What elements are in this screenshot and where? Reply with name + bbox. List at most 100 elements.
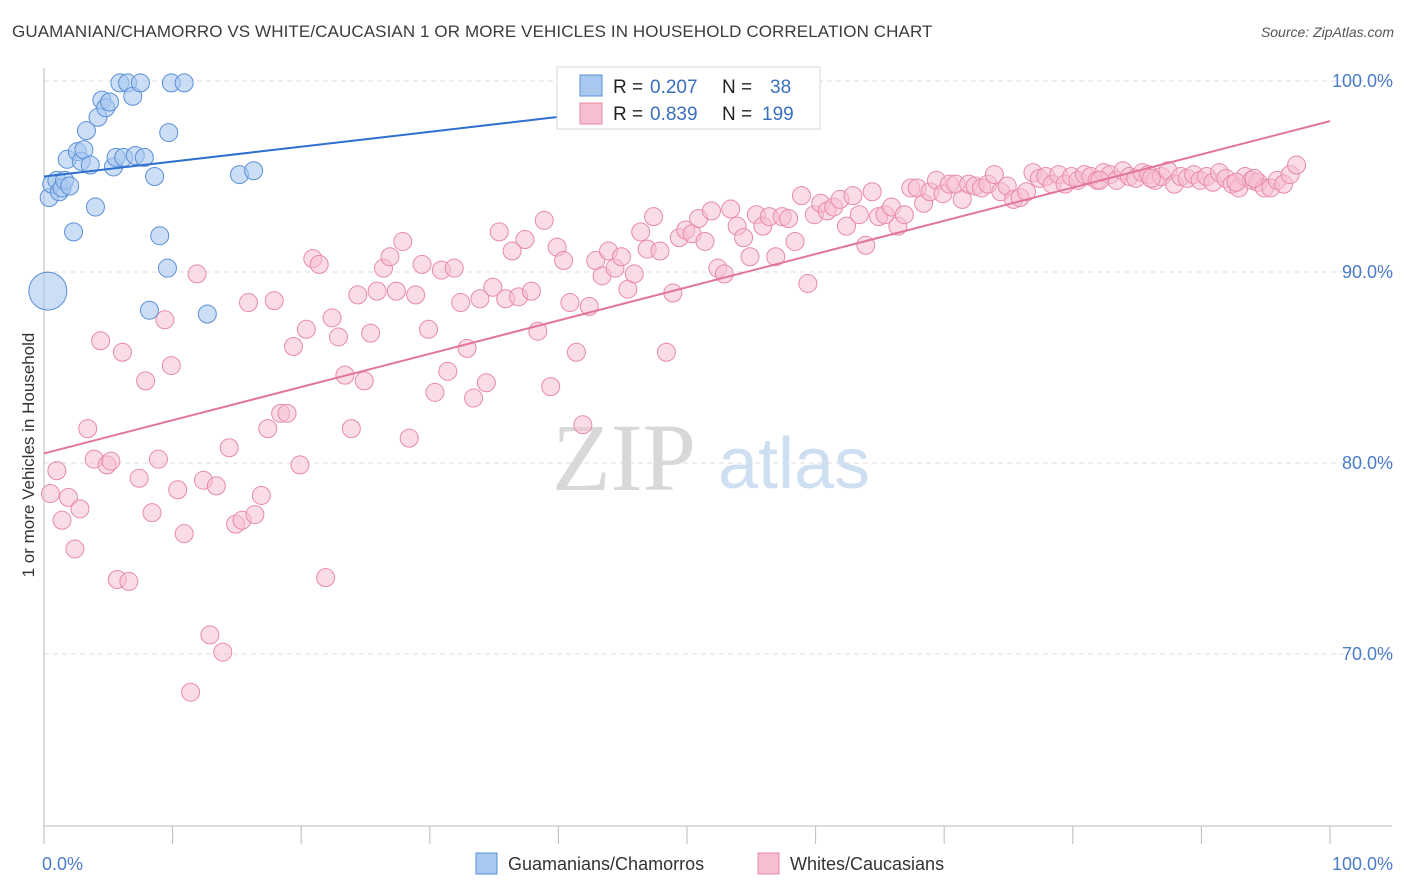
stats-r-value-1: 0.207 — [650, 77, 698, 98]
data-point-whites — [277, 403, 297, 423]
watermark-zip: ZIP — [552, 404, 696, 511]
data-point-whites — [206, 476, 226, 496]
x-tick-label: 0.0% — [42, 854, 83, 874]
data-point-whites — [624, 264, 644, 284]
stats-box: R = 0.207 N = 38 R = 0.839 N = 199 — [556, 66, 821, 130]
data-point-whites — [386, 281, 406, 301]
data-point-whites — [129, 468, 149, 488]
watermark: ZIP atlas — [552, 404, 870, 511]
data-point-whites — [701, 201, 721, 221]
data-point-whites — [283, 336, 303, 356]
data-point-whites — [740, 247, 760, 267]
series-guamanians-chamorros — [28, 73, 264, 324]
data-point-whites — [476, 373, 496, 393]
data-point-whites — [650, 241, 670, 261]
y-tick-label: 100.0% — [1332, 71, 1393, 91]
data-point-whites — [322, 308, 342, 328]
data-point-whites — [361, 323, 381, 343]
data-point-whites — [187, 264, 207, 284]
data-point-whites — [502, 241, 522, 261]
y-axis-label: 1 or more Vehicles in Household — [19, 333, 38, 578]
data-point-whites — [52, 510, 72, 530]
data-point-whites — [264, 291, 284, 311]
data-point-whites — [78, 419, 98, 439]
data-point-whites — [464, 388, 484, 408]
data-point-whites — [136, 371, 156, 391]
data-point-whites — [328, 327, 348, 347]
data-point-whites — [296, 319, 316, 339]
data-point-guamanians — [139, 300, 159, 320]
data-point-whites — [309, 254, 329, 274]
data-point-guamanians — [134, 147, 154, 167]
data-point-whites — [849, 205, 869, 225]
data-point-whites — [112, 342, 132, 362]
watermark-atlas: atlas — [718, 424, 870, 504]
data-point-whites — [483, 277, 503, 297]
data-point-whites — [451, 293, 471, 313]
data-point-whites — [470, 289, 490, 309]
data-point-whites — [367, 281, 387, 301]
data-point-whites — [798, 273, 818, 293]
data-point-whites — [791, 186, 811, 206]
data-point-whites — [843, 186, 863, 206]
chart-title: GUAMANIAN/CHAMORRO VS WHITE/CAUCASIAN 1 … — [12, 22, 933, 41]
data-point-whites — [734, 228, 754, 248]
data-point-whites — [65, 539, 85, 559]
stats-n-label-2: N = — [722, 104, 752, 125]
data-point-guamanians — [76, 121, 96, 141]
data-point-whites — [119, 571, 139, 591]
data-point-guamanians — [85, 197, 105, 217]
data-point-whites — [1244, 168, 1264, 188]
data-point-whites — [101, 451, 121, 471]
stats-n-label-1: N = — [722, 77, 752, 98]
stats-swatch-blue — [579, 74, 603, 97]
data-point-whites — [836, 216, 856, 236]
data-point-whites — [444, 258, 464, 278]
chart-source: Source: ZipAtlas.com — [1260, 24, 1394, 40]
data-point-whites — [251, 485, 271, 505]
data-point-guamanians — [64, 222, 84, 242]
data-point-whites — [161, 356, 181, 376]
data-point-whites — [213, 642, 233, 662]
data-point-whites — [399, 428, 419, 448]
data-point-whites — [984, 165, 1004, 185]
data-point-whites — [393, 231, 413, 251]
data-point-whites — [406, 285, 426, 305]
data-point-whites — [258, 419, 278, 439]
legend: Guamanians/Chamorros Whites/Caucasians — [475, 852, 944, 875]
data-point-whites — [219, 438, 239, 458]
data-point-whites — [47, 461, 67, 481]
data-point-whites — [1141, 168, 1161, 188]
data-point-whites — [290, 455, 310, 475]
data-point-whites — [155, 310, 175, 330]
data-point-whites — [766, 247, 786, 267]
data-point-whites — [862, 182, 882, 202]
data-point-whites — [644, 207, 664, 227]
data-point-whites — [412, 254, 432, 274]
data-point-whites — [656, 342, 676, 362]
data-point-whites — [566, 342, 586, 362]
data-point-whites — [174, 524, 194, 544]
data-point-whites — [1226, 172, 1246, 192]
data-point-whites — [348, 285, 368, 305]
data-point-whites — [181, 682, 201, 702]
stats-r-label-1: R = — [613, 77, 643, 98]
data-point-guamanians — [157, 258, 177, 278]
data-point-whites — [695, 231, 715, 251]
data-point-whites — [721, 199, 741, 219]
data-point-whites — [438, 361, 458, 381]
tick-labels: 70.0% 80.0% 90.0% 100.0% 0.0% 100.0% — [42, 71, 1393, 874]
data-point-guamanians — [100, 92, 120, 112]
data-point-whites — [541, 377, 561, 397]
x-tick-label: 100.0% — [1332, 854, 1393, 874]
data-point-whites — [354, 371, 374, 391]
data-point-whites — [554, 251, 574, 271]
data-point-whites — [419, 319, 439, 339]
stats-swatch-pink — [579, 102, 603, 125]
data-point-whites — [573, 415, 593, 435]
data-point-guamanians — [80, 155, 100, 175]
data-point-whites — [142, 503, 162, 523]
data-point-whites — [534, 210, 554, 230]
data-point-whites — [58, 487, 78, 507]
